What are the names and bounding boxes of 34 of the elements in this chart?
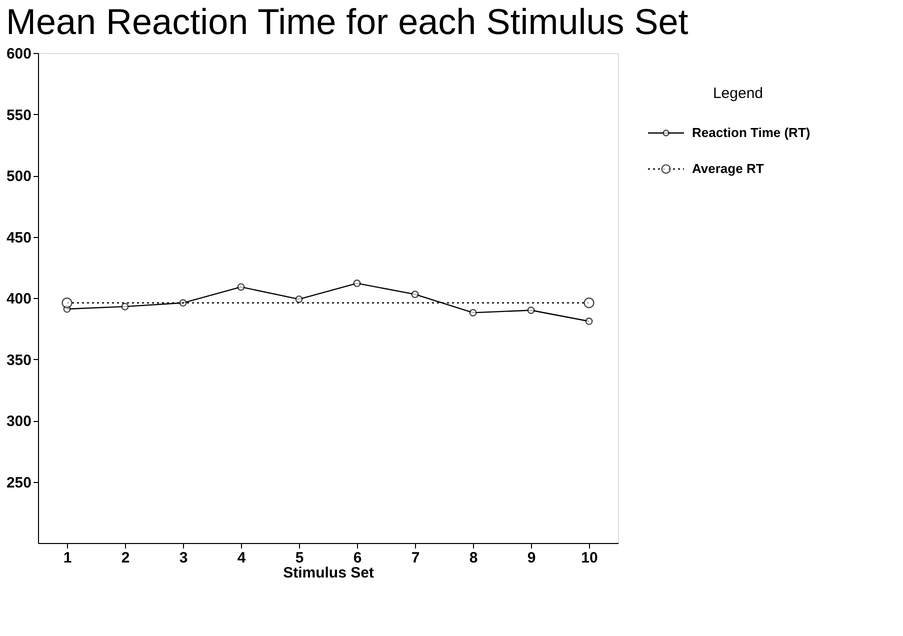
point (353, 280, 361, 288)
y-tick-label: 300 (6, 413, 32, 430)
legend-label: Average RT (692, 161, 764, 176)
x-tick-label: 7 (411, 550, 420, 566)
x-tick-label: 9 (527, 550, 536, 566)
y-tick-label: 250 (6, 474, 32, 492)
y-tick-label: 450 (6, 229, 32, 246)
point (179, 299, 187, 307)
point (584, 298, 594, 308)
x-axis-title: Stimulus Set (283, 564, 374, 582)
y-tick-label: 500 (6, 168, 32, 185)
x-tick-label: 3 (179, 550, 188, 566)
point (411, 290, 419, 298)
x-tick-label: 10 (581, 550, 598, 566)
legend-label: Reaction Time (RT) (692, 125, 810, 140)
y-tick-label: 600 (6, 46, 32, 62)
point (469, 308, 477, 316)
x-tick-label: 8 (469, 550, 478, 566)
point (121, 302, 129, 310)
chart-title: Mean Reaction Time for each Stimulus Set (6, 1, 688, 42)
y-tick-label: 350 (6, 352, 32, 369)
point (585, 318, 593, 326)
point (237, 283, 245, 291)
x-tick-label: 1 (63, 550, 72, 566)
y-tick-label: 400 (6, 290, 32, 308)
x-tick-label: 5 (295, 550, 304, 566)
x-tick-label: 2 (121, 550, 130, 566)
legend-title: Legend (712, 85, 764, 102)
point (62, 298, 72, 308)
point (295, 295, 303, 303)
x-tick-label: 4 (237, 550, 246, 566)
y-tick-label: 550 (6, 106, 32, 124)
point (527, 306, 535, 314)
x-tick-label: 6 (353, 550, 362, 566)
